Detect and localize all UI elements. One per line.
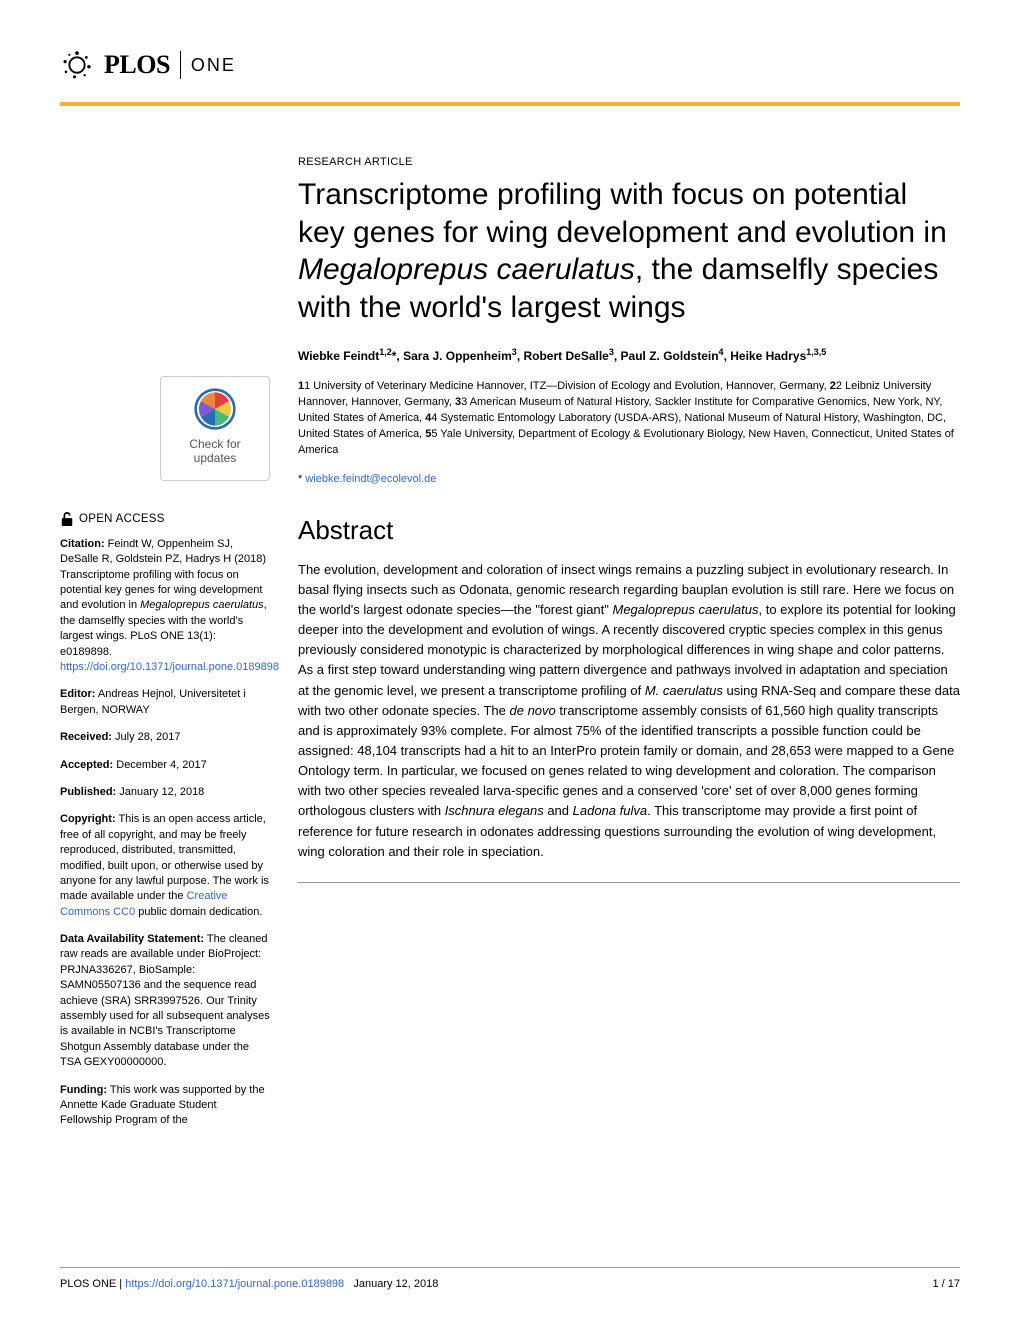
journal-header: PLOS ONE bbox=[60, 48, 960, 82]
article-title: Transcriptome profiling with focus on po… bbox=[298, 176, 960, 326]
authors-line: Wiebke Feindt1,2*, Sara J. Oppenheim3, R… bbox=[298, 346, 960, 365]
editor-block: Editor: Andreas Hejnol, Universitetet i … bbox=[60, 687, 270, 718]
crossmark-icon bbox=[193, 387, 237, 431]
footer-doi-link[interactable]: https://doi.org/10.1371/journal.pone.018… bbox=[125, 1278, 344, 1290]
abstract-heading: Abstract bbox=[298, 515, 960, 546]
open-access-row: OPEN ACCESS bbox=[60, 511, 270, 527]
abstract-text: The evolution, development and coloratio… bbox=[298, 560, 960, 862]
accepted-block: Accepted: December 4, 2017 bbox=[60, 758, 270, 773]
page-number: 1 / 17 bbox=[932, 1278, 960, 1290]
corr-email-link[interactable]: wiebke.feindt@ecolevol.de bbox=[305, 473, 436, 485]
published-block: Published: January 12, 2018 bbox=[60, 785, 270, 800]
received-block: Received: July 28, 2017 bbox=[60, 730, 270, 745]
abstract-bottom-rule bbox=[298, 882, 960, 883]
main-column: RESEARCH ARTICLE Transcriptome profiling… bbox=[298, 156, 960, 1141]
affiliations: 11 University of Veterinary Medicine Han… bbox=[298, 379, 960, 459]
open-lock-icon bbox=[60, 511, 74, 527]
logo-plos-text: PLOS bbox=[104, 50, 170, 80]
header-accent-rule bbox=[60, 102, 960, 106]
sidebar: Check for updates OPEN ACCESS Citation: … bbox=[60, 156, 270, 1141]
citation-doi-link[interactable]: https://doi.org/10.1371/journal.pone.018… bbox=[60, 661, 279, 673]
copyright-block: Copyright: This is an open access articl… bbox=[60, 812, 270, 920]
page-footer: PLOS ONE | https://doi.org/10.1371/journ… bbox=[60, 1267, 960, 1290]
data-availability-block: Data Availability Statement: The cleaned… bbox=[60, 932, 270, 1071]
logo-divider bbox=[180, 51, 181, 79]
citation-block: Citation: Feindt W, Oppenheim SJ, DeSall… bbox=[60, 537, 270, 676]
check-for-updates-badge[interactable]: Check for updates bbox=[160, 376, 270, 481]
article-type: RESEARCH ARTICLE bbox=[298, 156, 960, 168]
logo-one-text: ONE bbox=[191, 55, 236, 76]
plos-logo-icon bbox=[60, 48, 94, 82]
open-access-label: OPEN ACCESS bbox=[79, 511, 165, 527]
check-updates-label: Check for updates bbox=[175, 437, 255, 466]
funding-block: Funding: This work was supported by the … bbox=[60, 1083, 270, 1129]
corresponding-author: * wiebke.feindt@ecolevol.de bbox=[298, 473, 960, 485]
